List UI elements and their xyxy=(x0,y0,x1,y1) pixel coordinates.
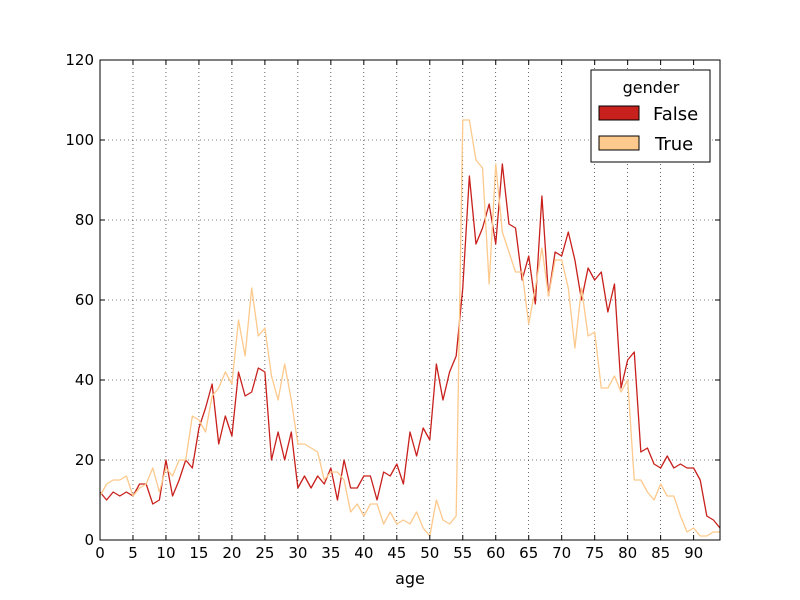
legend-swatch-true xyxy=(598,135,640,151)
x-tick-label: 60 xyxy=(486,544,505,562)
legend-swatch-false xyxy=(598,105,640,121)
x-tick-label: 40 xyxy=(354,544,373,562)
y-tick-labels: 0 20 40 60 80 100 120 xyxy=(65,51,94,549)
x-tick-label: 25 xyxy=(255,544,274,562)
x-tick-label: 5 xyxy=(128,544,138,562)
legend-label-true: True xyxy=(654,134,693,155)
series-line-false xyxy=(99,163,721,529)
legend: gender False True xyxy=(590,69,711,163)
x-tick-label: 65 xyxy=(519,544,538,562)
x-tick-label: 20 xyxy=(222,544,241,562)
x-tick-label: 75 xyxy=(585,544,604,562)
y-tick-label: 100 xyxy=(65,131,94,149)
x-tick-label: 10 xyxy=(156,544,175,562)
x-tick-label: 80 xyxy=(618,544,637,562)
y-tick-label: 60 xyxy=(75,291,94,309)
x-tick-label: 45 xyxy=(387,544,406,562)
legend-label-false: False xyxy=(653,104,698,125)
x-tick-label: 55 xyxy=(453,544,472,562)
axis-ticks xyxy=(99,59,720,541)
x-tick-label: 35 xyxy=(321,544,340,562)
y-tick-label: 120 xyxy=(65,51,94,69)
x-tick-label: 85 xyxy=(651,544,670,562)
y-tick-label: 20 xyxy=(75,451,94,469)
legend-title: gender xyxy=(623,78,680,97)
x-tick-label: 30 xyxy=(288,544,307,562)
x-tick-label: 90 xyxy=(684,544,703,562)
y-tick-label: 0 xyxy=(84,531,94,549)
series-lines xyxy=(99,119,721,537)
x-axis-label: age xyxy=(395,569,425,588)
series-line-true xyxy=(99,119,720,537)
x-tick-label: 15 xyxy=(189,544,208,562)
x-tick-label: 50 xyxy=(420,544,439,562)
y-tick-label: 40 xyxy=(75,371,94,389)
y-tick-label: 80 xyxy=(75,211,94,229)
x-tick-label: 0 xyxy=(95,544,105,562)
x-tick-label: 70 xyxy=(552,544,571,562)
x-tick-labels: 0 5 10 15 20 25 30 35 40 45 50 55 60 65 70 75 80 85 90 xyxy=(95,544,703,562)
